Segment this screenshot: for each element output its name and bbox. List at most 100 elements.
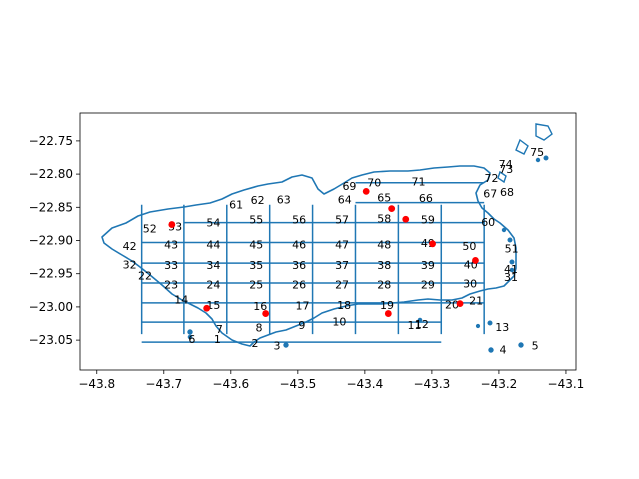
data-point-2: [262, 310, 270, 317]
cell-label-17: 17: [296, 300, 310, 313]
cell-label-31: 31: [504, 271, 518, 284]
coastline-outline: [101, 165, 517, 347]
cell-label-22: 22: [138, 270, 152, 283]
island: [475, 323, 481, 329]
cell-label-60: 60: [481, 216, 495, 229]
cell-label-35: 35: [249, 259, 263, 272]
island: [518, 342, 524, 348]
x-tick-label: −43.6: [212, 377, 249, 391]
x-tick-label: −43.7: [145, 377, 182, 391]
cell-label-50: 50: [462, 240, 476, 253]
data-point-7: [472, 257, 479, 264]
cell-label-26: 26: [292, 278, 306, 291]
cell-label-57: 57: [335, 213, 349, 226]
cell-label-13: 13: [495, 321, 509, 334]
y-tick-label: −22.85: [29, 200, 73, 214]
y-tick-label: −22.90: [29, 234, 73, 248]
island: [501, 227, 507, 233]
cell-label-41: 41: [504, 263, 518, 276]
x-tick-label: −43.1: [548, 377, 585, 391]
cell-label-52: 52: [143, 223, 157, 236]
data-point-1: [203, 304, 211, 312]
island: [507, 237, 513, 243]
cell-label-12: 12: [415, 318, 429, 331]
data-point-9: [384, 310, 392, 317]
cell-label-47: 47: [335, 238, 349, 251]
y-tick-label: −23.00: [29, 300, 73, 314]
island: [543, 155, 549, 161]
x-tick-label: −43.8: [78, 377, 115, 391]
island: [487, 320, 493, 326]
cell-label-55: 55: [249, 213, 263, 226]
island: [515, 138, 529, 155]
cell-label-37: 37: [335, 259, 349, 272]
cell-label-25: 25: [249, 278, 263, 291]
cell-label-68: 68: [500, 186, 514, 199]
cell-label-51: 51: [505, 242, 519, 255]
island: [509, 267, 515, 273]
island: [509, 259, 515, 265]
x-tick-label: −43.5: [279, 377, 316, 391]
cell-label-45: 45: [249, 238, 263, 251]
islands: [187, 123, 553, 353]
cell-label-56: 56: [292, 213, 306, 226]
axes-frame: [79, 112, 577, 371]
cell-label-64: 64: [338, 193, 352, 206]
cell-label-73: 73: [499, 163, 513, 176]
cell-label-6: 6: [188, 333, 195, 346]
data-point-4: [388, 205, 396, 213]
cell-label-46: 46: [292, 238, 306, 251]
cell-label-18: 18: [337, 299, 351, 312]
cell-label-72: 72: [485, 172, 499, 185]
cell-label-7: 7: [216, 323, 223, 336]
y-tick-label: −22.95: [29, 267, 73, 281]
cell-label-20: 20: [445, 298, 459, 311]
cell-label-44: 44: [206, 238, 220, 251]
cell-label-4: 4: [499, 343, 506, 356]
cell-label-43: 43: [164, 238, 178, 251]
cell-label-38: 38: [377, 259, 391, 272]
cell-label-67: 67: [483, 187, 497, 200]
cell-label-21: 21: [469, 294, 483, 307]
cell-label-58: 58: [377, 213, 391, 226]
cell-label-66: 66: [419, 192, 433, 205]
cell-label-32: 32: [123, 258, 137, 271]
cell-label-27: 27: [335, 278, 349, 291]
cell-label-11: 11: [407, 319, 421, 332]
cell-label-39: 39: [421, 259, 435, 272]
cell-label-19: 19: [380, 299, 394, 312]
island: [488, 347, 494, 353]
island: [497, 170, 507, 184]
cell-label-70: 70: [367, 177, 381, 190]
plot-area: [79, 112, 577, 371]
x-tick-label: −43.2: [481, 377, 518, 391]
island: [417, 317, 423, 323]
cell-label-48: 48: [377, 238, 391, 251]
x-axis-ticks: −43.8 −43.7 −43.6 −43.5 −43.4 −43.3 −43.2 −43.1: [78, 370, 584, 391]
x-tick-label: −43.4: [346, 377, 383, 391]
cell-label-14: 14: [174, 294, 188, 307]
cell-label-10: 10: [332, 316, 346, 329]
cell-label-5: 5: [532, 339, 539, 352]
cell-label-63: 63: [277, 193, 291, 206]
cell-label-16: 16: [253, 300, 267, 313]
y-tick-label: −22.75: [29, 134, 73, 148]
cell-label-24: 24: [206, 278, 220, 291]
cell-label-30: 30: [463, 278, 477, 291]
data-points: [168, 187, 479, 317]
x-tick-label: −43.3: [414, 377, 451, 391]
island: [535, 157, 541, 163]
cell-label-23: 23: [164, 278, 178, 291]
cell-label-9: 9: [298, 319, 305, 332]
cell-label-54: 54: [206, 217, 220, 230]
cell-label-75: 75: [530, 146, 544, 159]
grid-lines: [140, 181, 485, 343]
y-tick-label: −22.80: [29, 167, 73, 181]
cell-label-62: 62: [251, 194, 265, 207]
y-axis-ticks: −23.05 −23.00 −22.95 −22.90 −22.85 −22.80 −22.…: [29, 134, 80, 347]
data-point-6: [429, 240, 436, 248]
island: [187, 334, 193, 340]
island: [283, 342, 289, 348]
